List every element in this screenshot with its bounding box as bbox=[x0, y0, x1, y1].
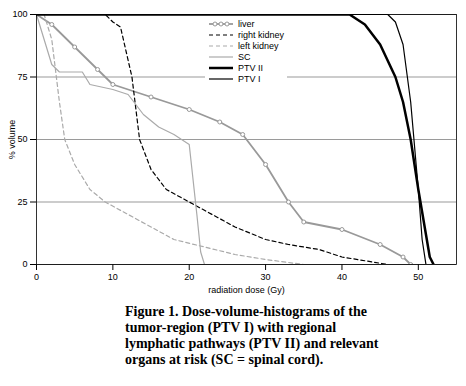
svg-text:0: 0 bbox=[22, 259, 27, 269]
html-text:right kidney: right kidney bbox=[238, 29, 284, 40]
svg-text:radiation dose (Gy): radiation dose (Gy) bbox=[208, 285, 285, 295]
html-text:left kidney: left kidney bbox=[238, 40, 279, 51]
svg-text:50: 50 bbox=[413, 272, 423, 282]
svg-text:% volume: % volume bbox=[7, 120, 17, 160]
svg-text:10: 10 bbox=[108, 272, 118, 282]
svg-text:75: 75 bbox=[17, 72, 27, 82]
svg-text:20: 20 bbox=[184, 272, 194, 282]
svg-text:25: 25 bbox=[17, 197, 27, 207]
html-text:PTV II: PTV II bbox=[238, 62, 263, 73]
html-text:PTV I: PTV I bbox=[238, 73, 261, 84]
html-text:SC: SC bbox=[238, 51, 251, 62]
svg-text:30: 30 bbox=[261, 272, 271, 282]
svg-text:50: 50 bbox=[17, 134, 27, 144]
html-text:liver: liver bbox=[238, 18, 255, 29]
svg-text:100: 100 bbox=[12, 9, 27, 19]
html-text:Figure 1. Dose-volume-histogra: Figure 1. Dose-volume-histograms of the … bbox=[125, 304, 379, 367]
svg-text:40: 40 bbox=[337, 272, 347, 282]
svg-text:0: 0 bbox=[34, 272, 39, 282]
